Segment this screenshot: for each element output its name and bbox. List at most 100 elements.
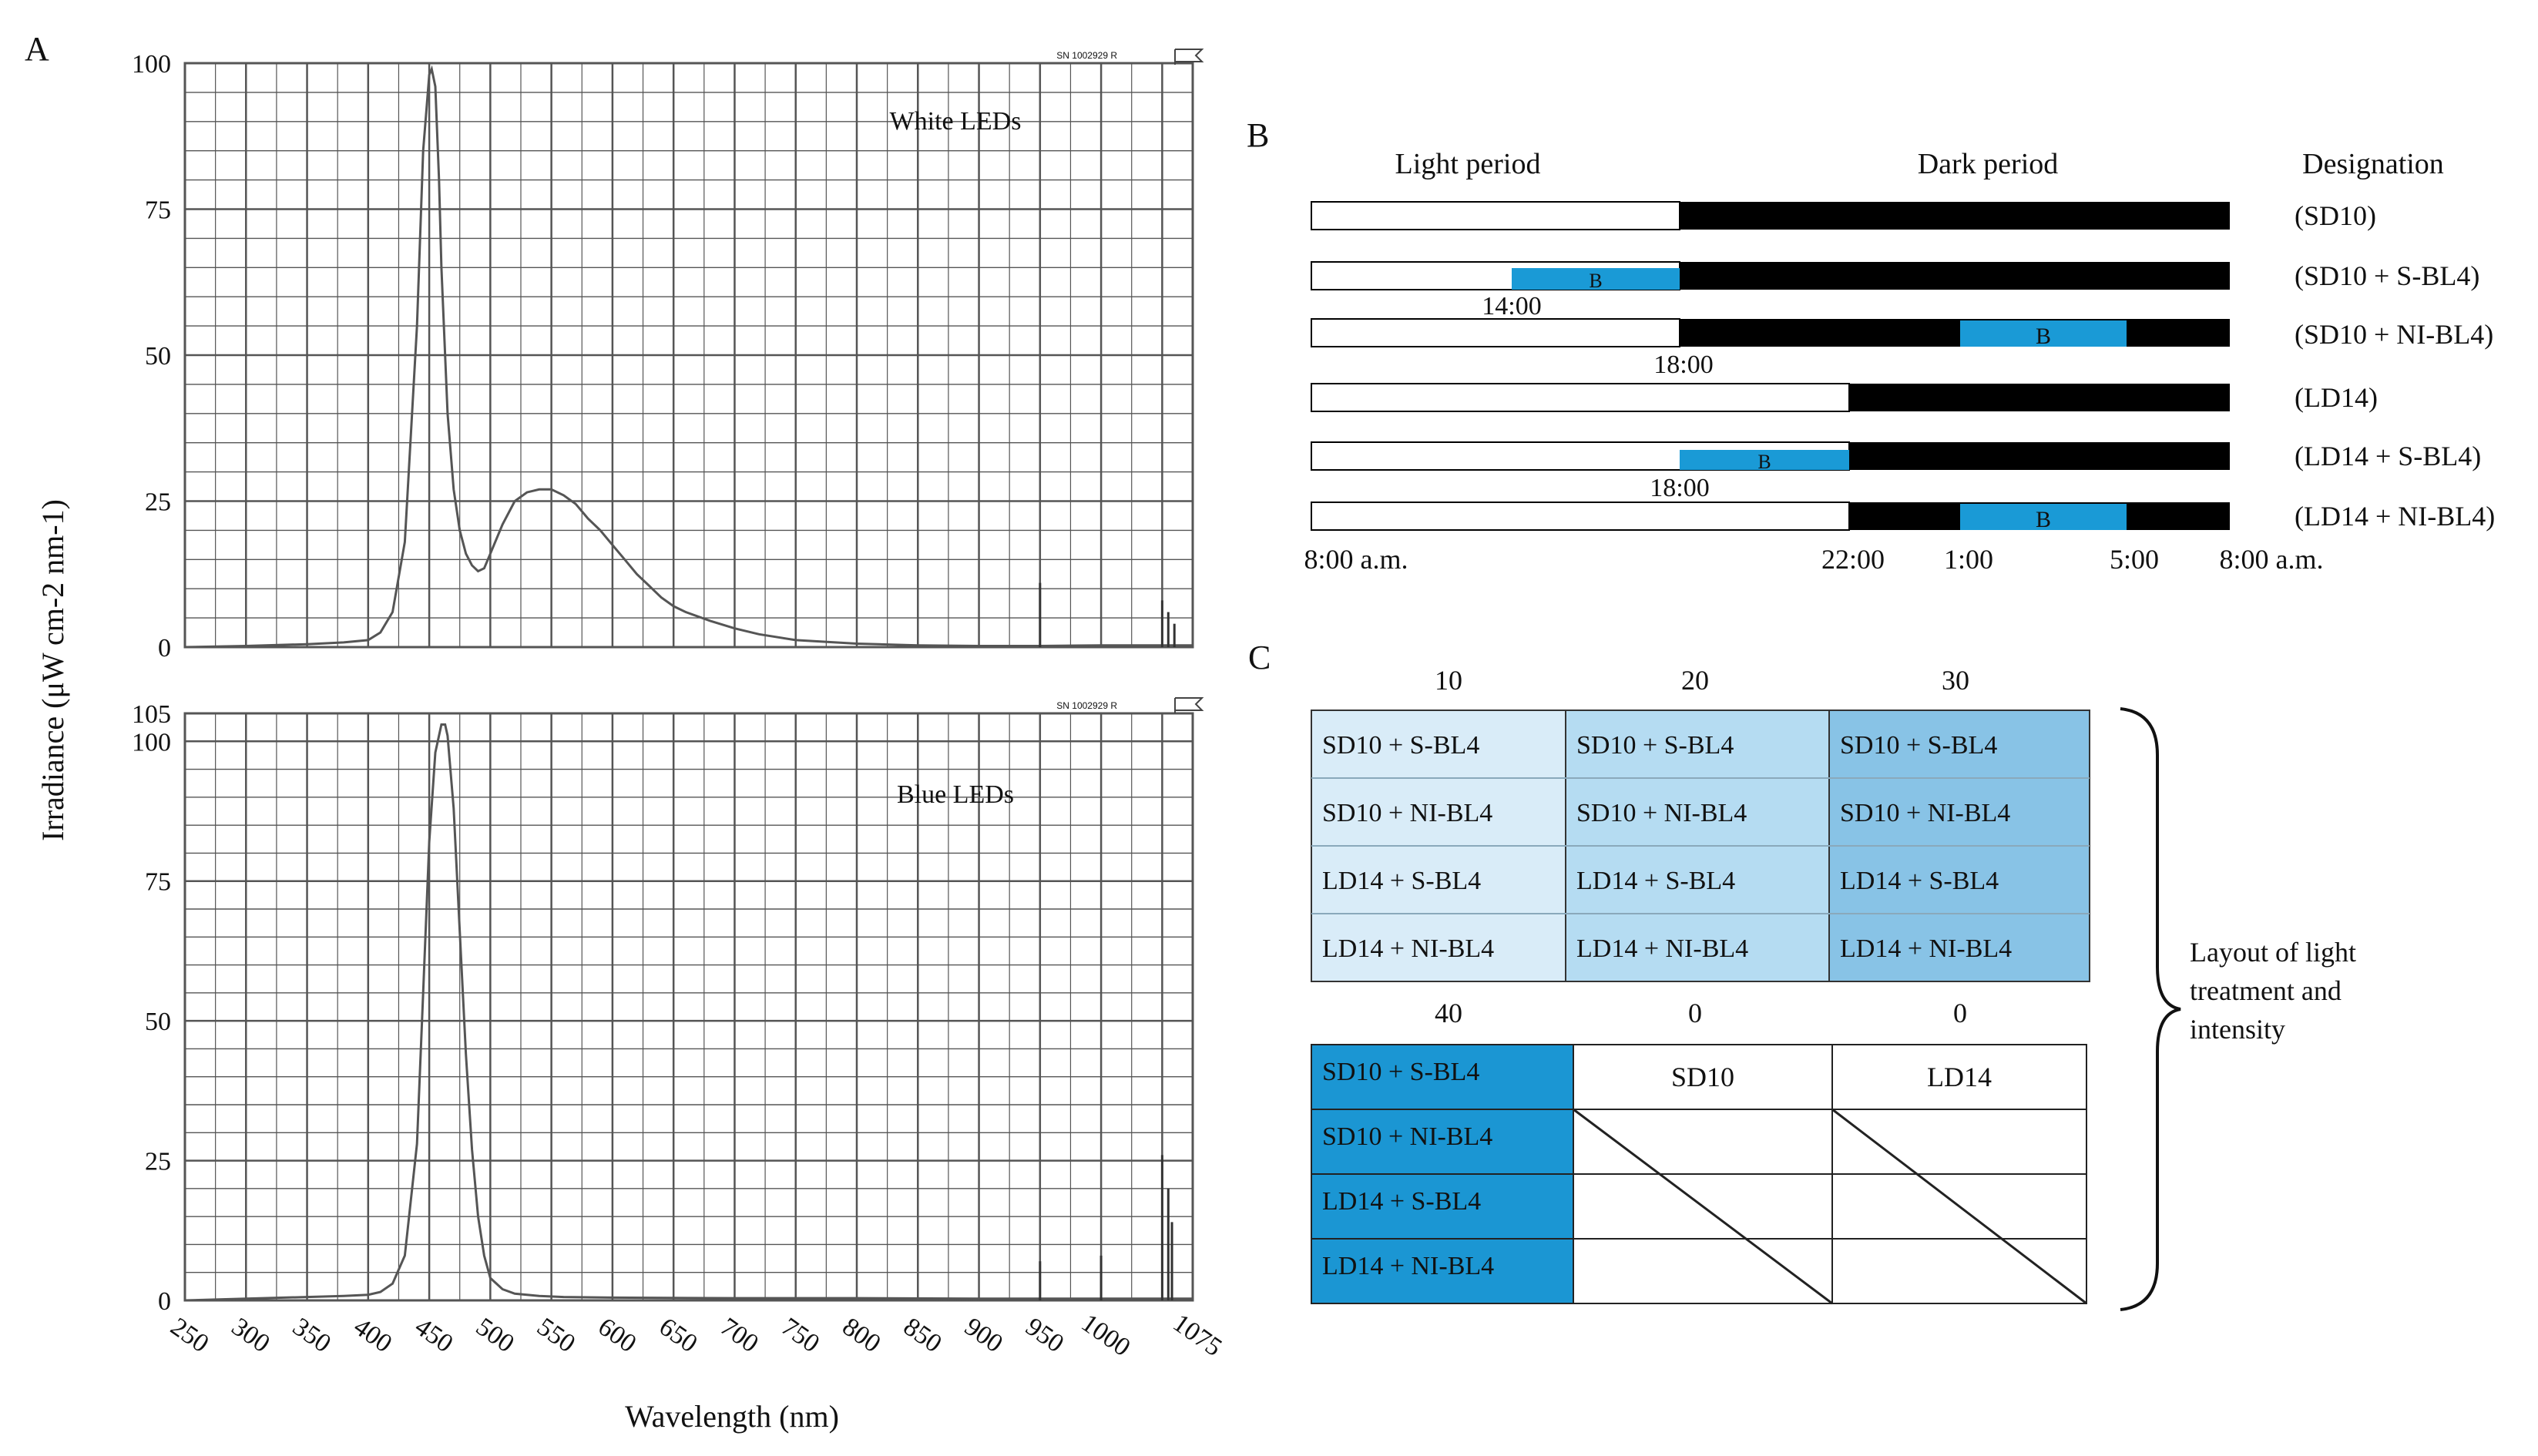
diagonal-strike	[1831, 1108, 2087, 1305]
x-tick-label: 450	[410, 1313, 458, 1359]
top-treatment-grid: SD10 + S-BL4 SD10 + S-BL4 SD10 + S-BL4 SD10…	[1311, 710, 2090, 982]
x-tick-label: 550	[532, 1313, 580, 1359]
grid-cell: LD14 + S-BL4	[1576, 867, 1735, 895]
x-axis-label: Wavelength (nm)	[625, 1399, 839, 1434]
header-designation: Designation	[2302, 148, 2444, 180]
time-label-18: 18:00	[1653, 351, 1713, 379]
grid	[183, 62, 1194, 649]
y-tick-label: 50	[145, 342, 171, 371]
time-axis-label: 8:00 a.m.	[1304, 544, 1408, 575]
panel-label-a: A	[25, 30, 49, 68]
grid-cell: SD10 + NI-BL4	[1322, 799, 1492, 827]
x-tick-labels: 250 300 350 400 450 500 550 600 650 700 750 800 850 9…	[166, 1309, 1227, 1362]
x-tick-label: 800	[838, 1313, 886, 1359]
time-axis-label: 5:00	[2110, 544, 2159, 575]
grid-cell: SD10 + NI-BL4	[1322, 1122, 1492, 1151]
y-tick-label: 0	[158, 634, 171, 663]
diagonal-strike	[1573, 1108, 1833, 1305]
grid-cell: LD14 + NI-BL4	[1322, 1252, 1494, 1280]
noise-spikes	[1039, 1155, 1173, 1300]
panel-b: Light period Dark period Designation (SD…	[1304, 148, 2496, 575]
grid-cell: SD10 + S-BL4	[1576, 731, 1734, 760]
y-axis-label: Irradiance (μW cm-2 nm-1)	[35, 499, 70, 841]
y-tick-label: 105	[132, 700, 171, 729]
intensity-header: 10	[1435, 665, 1462, 696]
x-tick-label: 650	[654, 1313, 703, 1359]
grid-cell: LD14 + NI-BL4	[1840, 934, 2012, 963]
time-axis-label: 1:00	[1944, 544, 1993, 575]
brace-note: treatment and	[2190, 975, 2342, 1006]
time-label-18: 18:00	[1650, 474, 1709, 502]
grid-cell: LD14 + NI-BL4	[1322, 934, 1494, 963]
blue-led-spectrum-line	[184, 723, 1193, 1302]
intensity-header: 20	[1681, 665, 1709, 696]
blue-segment-label: B	[2036, 324, 2051, 349]
y-tick-label: 50	[145, 1008, 171, 1036]
x-tick-label: 600	[593, 1313, 641, 1359]
bar-row-ld14-s-bl4: B 18:00 (LD14 + S-BL4)	[1311, 441, 2481, 502]
x-tick-label: 300	[227, 1313, 275, 1359]
y-tick-labels: 0 25 50 75 100	[132, 50, 171, 663]
x-tick-label: 750	[776, 1313, 824, 1359]
y-tick-label: 25	[145, 488, 171, 517]
brace-note: Layout of light	[2190, 937, 2356, 968]
grid-cell: SD10 + NI-BL4	[1576, 799, 1747, 827]
time-label-14: 14:00	[1482, 292, 1541, 320]
plot-frame	[183, 712, 1194, 1302]
chart-title-blue-leds: Blue LEDs	[897, 780, 1014, 809]
header-dark-period: Dark period	[1918, 148, 2059, 180]
flag-icon	[1174, 697, 1204, 713]
x-tick-label: 1000	[1076, 1309, 1136, 1362]
time-axis-label: 22:00	[1821, 544, 1885, 575]
bar-row-ld14-ni-bl4: B (LD14 + NI-BL4)	[1311, 501, 2495, 532]
designation-label: (LD14 + S-BL4)	[2295, 441, 2481, 471]
bottom-treatment-grid: SD10 + S-BL4 SD10 + NI-BL4 LD14 + S-BL4 …	[1311, 1044, 2087, 1305]
designation-label: (SD10)	[2295, 200, 2376, 231]
designation-label: (LD14)	[2295, 382, 2378, 413]
corner-tag: SN 1002929 R	[1056, 50, 1117, 61]
brace-note: intensity	[2190, 1014, 2285, 1045]
blue-segment-label: B	[2036, 507, 2051, 532]
grid-cell: SD10 + S-BL4	[1322, 1058, 1479, 1086]
intensity-header: 30	[1942, 665, 1969, 696]
grid-cell: LD14 + S-BL4	[1840, 867, 1999, 895]
panel-a: Irradiance (μW cm-2 nm-1) 0 25 50 75 100 Whi…	[35, 49, 1227, 1434]
blue-segment-label: B	[1589, 270, 1602, 292]
intensity-header: 40	[1435, 998, 1462, 1028]
bar-row-sd10-ni-bl4: B 18:00 (SD10 + NI-BL4)	[1311, 318, 2493, 379]
corner-tag: SN 1002929 R	[1056, 700, 1117, 711]
x-tick-label: 250	[166, 1313, 214, 1359]
x-tick-label: 350	[287, 1313, 336, 1359]
grid-cell: SD10	[1671, 1062, 1734, 1092]
header-light-period: Light period	[1395, 148, 1541, 180]
grid-cell: LD14 + NI-BL4	[1576, 934, 1748, 963]
designation-label: (SD10 + NI-BL4)	[2295, 319, 2493, 350]
blue-light-segment	[1960, 504, 2127, 530]
flag-icon	[1174, 49, 1204, 65]
grid-cell: SD10 + S-BL4	[1322, 731, 1479, 760]
x-tick-label: 400	[348, 1313, 397, 1359]
blue-segment-label: B	[1757, 451, 1771, 473]
y-tick-label: 75	[145, 868, 171, 897]
grid	[183, 712, 1194, 1302]
grid-cell: SD10 + S-BL4	[1840, 731, 1997, 760]
panel-c: 10 20 30 SD10 + S-BL4 SD10 + S-BL4 SD10 + …	[1311, 665, 2356, 1311]
x-tick-label: 900	[959, 1313, 1008, 1359]
panel-label-c: C	[1248, 639, 1271, 676]
x-tick-label: 500	[471, 1313, 519, 1359]
chart-title-white-leds: White LEDs	[890, 107, 1022, 136]
panel-label-b: B	[1247, 116, 1269, 154]
grid-cell: LD14	[1927, 1062, 1992, 1092]
brace-icon	[2120, 707, 2181, 1311]
intensity-header: 0	[1953, 998, 1967, 1028]
x-tick-label: 700	[715, 1313, 764, 1359]
y-tick-label: 100	[132, 50, 171, 79]
blue-light-segment	[1512, 268, 1680, 290]
x-tick-label: 1075	[1168, 1309, 1227, 1362]
y-tick-label: 100	[132, 728, 171, 757]
bar-row-sd10-s-bl4: B 14:00 (SD10 + S-BL4)	[1311, 260, 2479, 320]
white-led-chart: 0 25 50 75 100 White LEDs SN 1002929 R	[132, 49, 1204, 663]
